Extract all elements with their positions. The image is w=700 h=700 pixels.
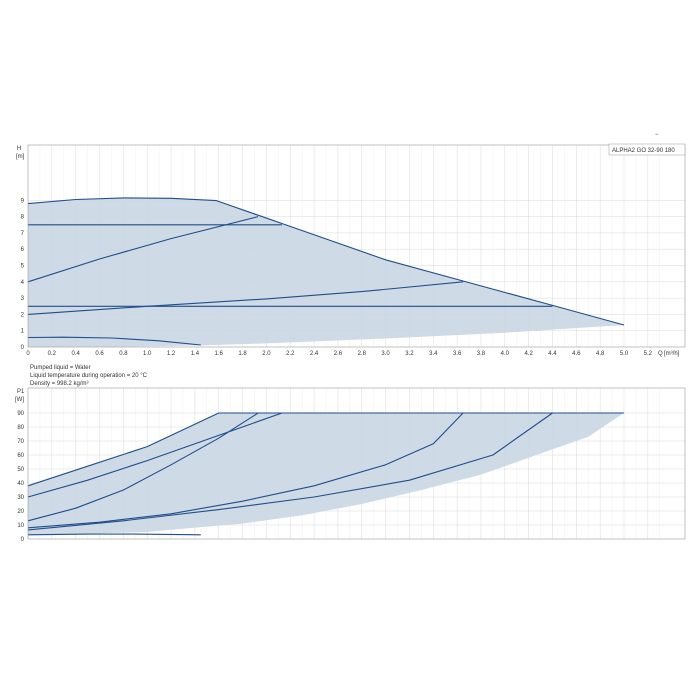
curve-1 bbox=[27, 412, 624, 487]
x-tick-label: 1.4 bbox=[191, 351, 200, 357]
x-tick-label: 3.2 bbox=[405, 351, 414, 357]
x-tick-label: 3.8 bbox=[477, 351, 486, 357]
y-tick-label: 70 bbox=[17, 439, 24, 445]
x-tick-label: 5.0 bbox=[620, 351, 629, 357]
power-chart-frame bbox=[27, 387, 686, 540]
power-curves bbox=[27, 412, 624, 536]
liquid-info: Pumped liquid = Water Liquid temperature… bbox=[30, 365, 148, 387]
power-y-ticks: 0 10 20 30 40 50 60 70 80 90 bbox=[17, 411, 24, 543]
y-tick-label: 0 bbox=[21, 537, 25, 543]
x-tick-label: 5.2 bbox=[644, 351, 653, 357]
x-tick-label: 2.0 bbox=[262, 351, 271, 357]
y-tick-label: 8 bbox=[21, 215, 25, 221]
y-tick-label: 9 bbox=[21, 198, 25, 204]
y-tick-label: 50 bbox=[17, 467, 24, 473]
curve-3 bbox=[27, 412, 259, 522]
corner-mark: − bbox=[655, 132, 659, 138]
x-tick-label: 0.8 bbox=[119, 351, 128, 357]
x-tick-label: 1.2 bbox=[167, 351, 176, 357]
power-operating-area bbox=[28, 413, 624, 535]
density-text: Density = 998.2 kg/m³ bbox=[30, 381, 89, 387]
x-tick-label: 4.8 bbox=[596, 351, 605, 357]
liquid-temperature-text: Liquid temperature during operation = 20… bbox=[30, 373, 148, 379]
y-tick-label: 30 bbox=[17, 495, 24, 501]
y-tick-label: 40 bbox=[17, 481, 24, 487]
x-tick-label: 2.4 bbox=[310, 351, 319, 357]
x-tick-label: 2.2 bbox=[286, 351, 295, 357]
head-y-ticks: 0 1 2 3 4 5 6 7 8 9 bbox=[21, 198, 25, 351]
y-tick-label: 80 bbox=[17, 425, 24, 431]
y-tick-label: 6 bbox=[21, 247, 25, 253]
y-tick-label: 90 bbox=[17, 411, 24, 417]
x-tick-label: 3.0 bbox=[381, 351, 390, 357]
pumped-liquid-text: Pumped liquid = Water bbox=[30, 365, 91, 371]
x-tick-label: 2.6 bbox=[334, 351, 343, 357]
x-tick-label: 2.8 bbox=[358, 351, 367, 357]
x-tick-label: 4.6 bbox=[572, 351, 581, 357]
curve-5 bbox=[27, 412, 553, 531]
power-y-axis-unit: [W] bbox=[15, 397, 24, 403]
x-tick-label: 3.4 bbox=[429, 351, 438, 357]
head-x-ticks: 0 0.2 0.4 0.6 0.8 1.0 1.2 1.4 1.6 1.8 2.0 2.2 2.4 2.6… bbox=[26, 351, 652, 357]
y-tick-label: 4 bbox=[21, 280, 25, 286]
x-axis-label: Q bbox=[658, 351, 663, 357]
head-operating-area bbox=[28, 197, 624, 347]
x-tick-label: 1.8 bbox=[238, 351, 247, 357]
x-axis-unit: [m³/h] bbox=[664, 351, 680, 357]
x-tick-label: 3.6 bbox=[453, 351, 462, 357]
y-tick-label: 5 bbox=[21, 264, 25, 270]
head-chart: 0 0.2 0.4 0.6 0.8 1.0 1.2 1.4 1.6 1.8 2.0 2.2 2.4 2.6… bbox=[16, 143, 686, 357]
y-tick-label: 3 bbox=[21, 296, 25, 302]
x-tick-label: 0.4 bbox=[72, 351, 81, 357]
y-tick-label: 2 bbox=[21, 312, 25, 318]
x-tick-label: 0.6 bbox=[95, 351, 104, 357]
x-tick-label: 0.2 bbox=[48, 351, 57, 357]
curve-2 bbox=[27, 412, 283, 498]
y-tick-label: 0 bbox=[21, 345, 25, 351]
curve-6 bbox=[27, 533, 201, 536]
x-tick-label: 4.2 bbox=[524, 351, 533, 357]
x-tick-label: 1.0 bbox=[143, 351, 152, 357]
curve-3 bbox=[27, 216, 259, 283]
head-y-axis-unit: [m] bbox=[16, 154, 25, 160]
x-tick-label: 4.4 bbox=[548, 351, 557, 357]
legend-entry: ALPHA2 GO 32-90 180 bbox=[612, 148, 675, 154]
x-tick-label: 0 bbox=[26, 351, 30, 357]
curve-4 bbox=[27, 281, 464, 315]
x-tick-label: 4.0 bbox=[501, 351, 510, 357]
power-y-axis-label: P1 bbox=[17, 389, 25, 395]
y-tick-label: 1 bbox=[21, 329, 25, 335]
curve-1 bbox=[27, 197, 625, 326]
y-tick-label: 20 bbox=[17, 509, 24, 515]
x-tick-label: 1.6 bbox=[215, 351, 224, 357]
y-tick-label: 60 bbox=[17, 453, 24, 459]
power-chart: 0 10 20 30 40 50 60 70 80 90 P1 [W] bbox=[15, 387, 686, 543]
y-tick-label: 10 bbox=[17, 523, 24, 529]
head-chart-frame bbox=[27, 144, 686, 348]
head-curves bbox=[27, 197, 625, 346]
legend-box bbox=[608, 143, 686, 156]
curve-6 bbox=[27, 336, 201, 346]
y-tick-label: 7 bbox=[21, 231, 25, 237]
curve-4 bbox=[27, 412, 464, 529]
head-y-axis-label: H bbox=[17, 146, 21, 152]
